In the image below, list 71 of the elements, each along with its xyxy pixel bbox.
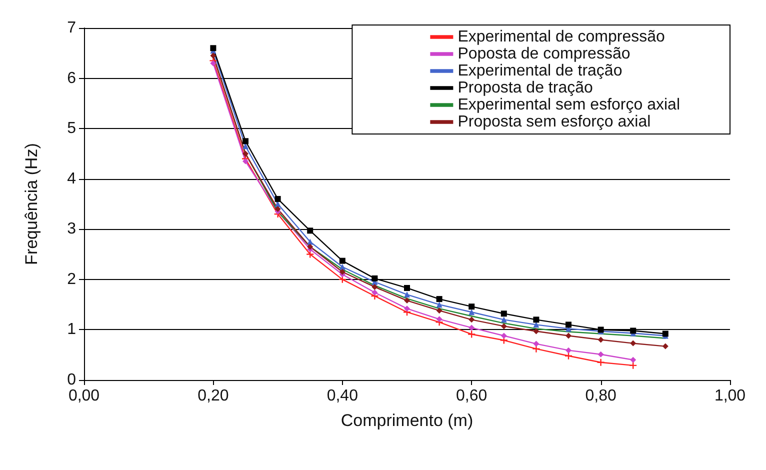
point <box>436 296 442 302</box>
x-tick-label: 0,20 <box>198 388 229 404</box>
legend-label: Proposta sem esforço axial <box>458 114 651 130</box>
point <box>274 201 281 207</box>
y-tick-label: 4 <box>67 170 76 188</box>
point <box>242 150 248 157</box>
point <box>468 330 476 338</box>
point <box>630 340 636 346</box>
point <box>662 343 668 350</box>
point <box>210 52 216 59</box>
legend-label: Experimental sem esforço axial <box>458 96 680 114</box>
point <box>596 358 605 366</box>
point <box>566 347 572 354</box>
point <box>564 352 573 360</box>
point <box>339 268 346 275</box>
x-tick-label: 0,40 <box>326 388 358 404</box>
point <box>468 316 475 323</box>
point <box>598 351 604 358</box>
point <box>630 356 636 363</box>
point <box>307 228 314 234</box>
y-tick-label: 3 <box>67 220 76 238</box>
point <box>404 298 410 304</box>
point <box>242 158 248 164</box>
y-tick-label: 6 <box>67 70 76 87</box>
point <box>533 316 540 323</box>
point <box>372 290 378 296</box>
legend-label: Experimental de compressão <box>458 28 665 46</box>
y-tick-label: 1 <box>67 321 76 338</box>
point <box>533 340 540 347</box>
point <box>500 316 507 323</box>
y-tick-label: 7 <box>67 20 76 36</box>
point <box>468 304 475 310</box>
x-tick-label: 1,00 <box>714 388 746 404</box>
point <box>339 264 346 270</box>
point <box>274 206 281 212</box>
point <box>404 292 410 298</box>
point <box>242 138 248 144</box>
point <box>372 284 378 290</box>
point <box>274 196 281 202</box>
legend-label: Proposta de tração <box>458 80 593 96</box>
point <box>372 275 378 282</box>
point <box>500 332 507 339</box>
point <box>468 324 475 331</box>
legend-label: Experimental de tração <box>458 62 622 80</box>
point <box>500 323 507 330</box>
point <box>307 244 314 250</box>
y-tick-label: 2 <box>67 270 76 288</box>
point <box>404 306 410 312</box>
point <box>566 322 572 328</box>
point <box>404 284 410 291</box>
x-tick-label: 0,80 <box>585 388 616 404</box>
x-tick-label: 0,60 <box>456 388 488 404</box>
x-axis-title: Comprimento (m) <box>340 411 474 430</box>
point <box>436 316 442 322</box>
legend-label: Poposta de compressão <box>458 46 630 62</box>
point <box>468 309 475 316</box>
y-tick-label: 5 <box>67 120 76 138</box>
y-tick-label: 0 <box>67 372 76 388</box>
point <box>533 328 540 334</box>
point <box>339 258 346 264</box>
y-axis-title: Frequência (Hz) <box>22 143 41 265</box>
point <box>630 328 636 334</box>
point <box>629 361 638 370</box>
point <box>598 336 604 343</box>
point <box>566 332 572 339</box>
x-tick-label: 0,00 <box>68 388 100 404</box>
point <box>436 308 442 314</box>
point <box>210 60 216 66</box>
point <box>436 302 442 308</box>
point <box>210 45 216 52</box>
point <box>500 310 507 317</box>
